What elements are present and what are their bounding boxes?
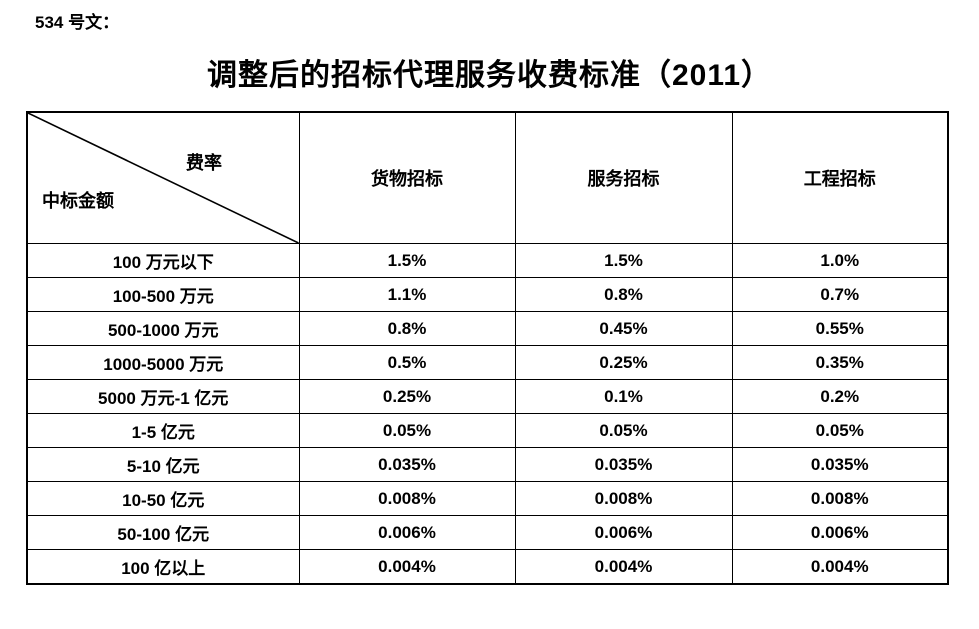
fee-cell: 0.004%	[731, 549, 949, 585]
fee-cell: 0.25%	[514, 345, 733, 380]
fee-cell: 0.008%	[514, 481, 733, 516]
row-label: 5-10 亿元	[26, 447, 300, 482]
row-label: 100-500 万元	[26, 277, 300, 312]
fee-cell: 0.008%	[731, 481, 949, 516]
fee-cell: 0.006%	[731, 515, 949, 550]
row-label: 10-50 亿元	[26, 481, 300, 516]
fee-cell: 0.55%	[731, 311, 949, 346]
table-row: 50-100 亿元 0.006% 0.006% 0.006%	[26, 515, 949, 550]
fee-cell: 0.2%	[731, 379, 949, 414]
fee-cell: 0.006%	[298, 515, 516, 550]
table-row: 100 万元以下 1.5% 1.5% 1.0%	[26, 243, 949, 278]
fee-cell: 0.05%	[298, 413, 516, 448]
fee-cell: 0.25%	[298, 379, 516, 414]
fee-cell: 0.004%	[298, 549, 516, 585]
fee-cell: 0.5%	[298, 345, 516, 380]
fee-cell: 0.45%	[514, 311, 733, 346]
table-row: 5-10 亿元 0.035% 0.035% 0.035%	[26, 447, 949, 482]
col-header-engineering: 工程招标	[731, 111, 949, 244]
table-row: 500-1000 万元 0.8% 0.45% 0.55%	[26, 311, 949, 346]
header-row: 费率 中标金额 货物招标 服务招标 工程招标	[26, 111, 949, 244]
fee-table: 费率 中标金额 货物招标 服务招标 工程招标 100 万元以下 1.5% 1.5…	[26, 111, 949, 585]
corner-label-rate: 费率	[186, 153, 222, 173]
row-label: 5000 万元-1 亿元	[26, 379, 300, 414]
fee-cell: 0.05%	[731, 413, 949, 448]
row-label: 100 亿以上	[26, 549, 300, 585]
fee-cell: 0.7%	[731, 277, 949, 312]
table-row: 5000 万元-1 亿元 0.25% 0.1% 0.2%	[26, 379, 949, 414]
row-label: 50-100 亿元	[26, 515, 300, 550]
fee-cell: 0.1%	[514, 379, 733, 414]
fee-cell: 1.1%	[298, 277, 516, 312]
fee-cell: 0.05%	[514, 413, 733, 448]
row-label: 1000-5000 万元	[26, 345, 300, 380]
col-header-goods: 货物招标	[298, 111, 516, 244]
table-row: 1000-5000 万元 0.5% 0.25% 0.35%	[26, 345, 949, 380]
row-label: 100 万元以下	[26, 243, 300, 278]
row-label: 500-1000 万元	[26, 311, 300, 346]
fee-cell: 0.035%	[514, 447, 733, 482]
table-row: 100 亿以上 0.004% 0.004% 0.004%	[26, 549, 949, 585]
fee-cell: 1.5%	[298, 243, 516, 278]
fee-cell: 0.035%	[731, 447, 949, 482]
corner-cell: 费率 中标金额	[26, 111, 300, 244]
fee-cell: 0.008%	[298, 481, 516, 516]
table-row: 10-50 亿元 0.008% 0.008% 0.008%	[26, 481, 949, 516]
fee-cell: 0.004%	[514, 549, 733, 585]
fee-cell: 1.0%	[731, 243, 949, 278]
fee-cell: 0.8%	[298, 311, 516, 346]
col-header-services: 服务招标	[514, 111, 733, 244]
fee-cell: 0.35%	[731, 345, 949, 380]
corner-label-amount: 中标金额	[42, 191, 114, 211]
table-row: 1-5 亿元 0.05% 0.05% 0.05%	[26, 413, 949, 448]
fee-cell: 0.035%	[298, 447, 516, 482]
page-title: 调整后的招标代理服务收费标准（2011）	[206, 59, 773, 92]
doc-ref: 534 号文：	[35, 13, 120, 32]
diagonal-line	[28, 113, 299, 243]
fee-cell: 1.5%	[514, 243, 733, 278]
fee-cell: 0.8%	[514, 277, 733, 312]
fee-cell: 0.006%	[514, 515, 733, 550]
row-label: 1-5 亿元	[26, 413, 300, 448]
table-row: 100-500 万元 1.1% 0.8% 0.7%	[26, 277, 949, 312]
